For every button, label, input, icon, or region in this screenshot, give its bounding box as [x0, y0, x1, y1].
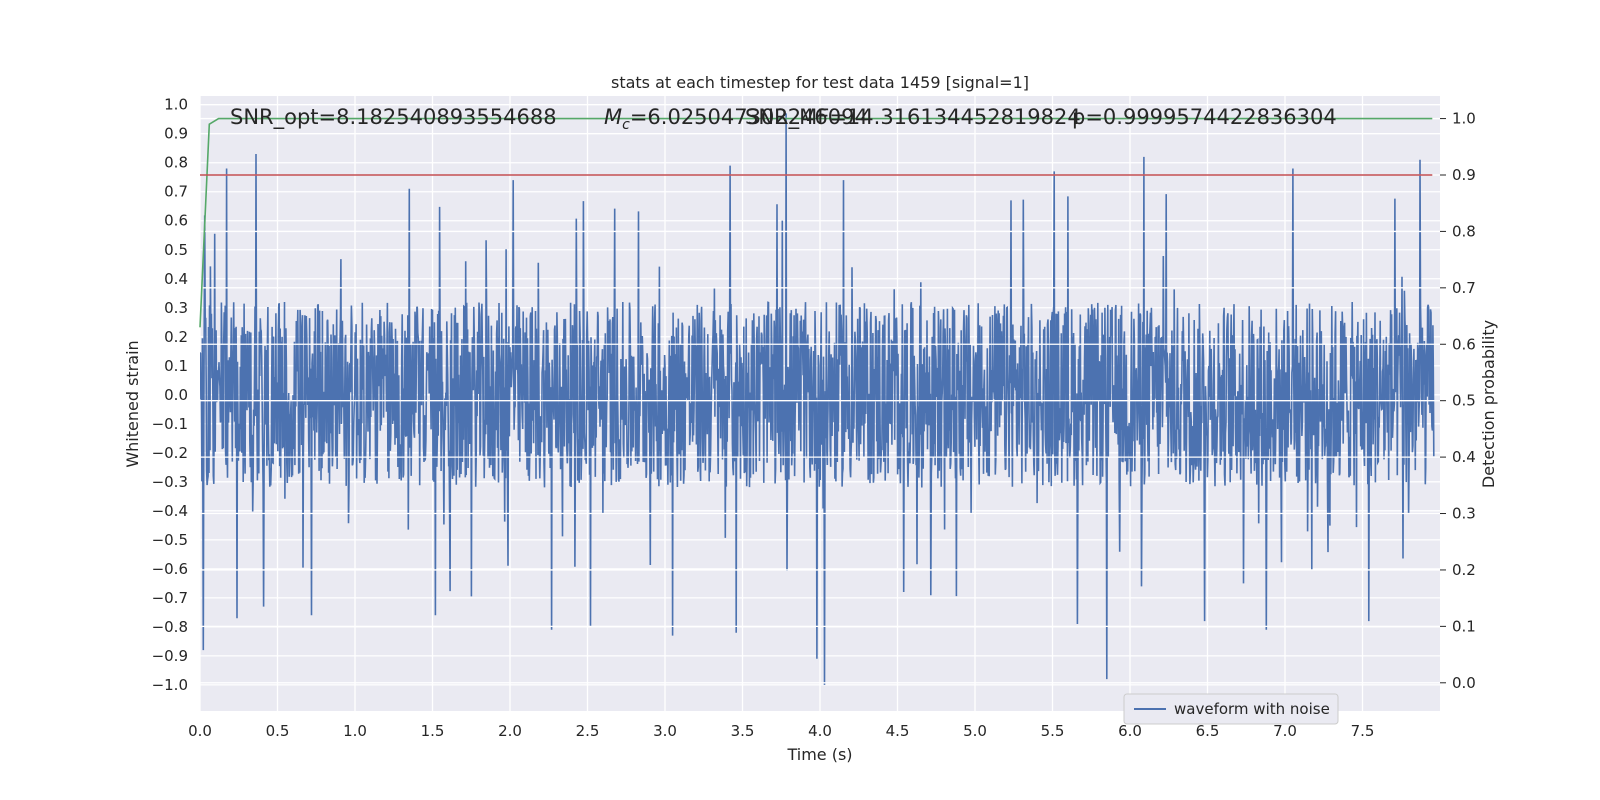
y2-tick-label: 0.0 — [1452, 674, 1476, 692]
x-tick-label: 6.0 — [1118, 722, 1142, 740]
annotation-chirp-mass: Mc=6.025047302246094 — [604, 105, 868, 133]
y-tick-label: 0.0 — [164, 386, 188, 404]
y-tick-label: −1.0 — [152, 676, 188, 694]
x-tick-label: 4.5 — [886, 722, 910, 740]
y2-tick-label: 0.6 — [1452, 335, 1476, 353]
y-tick-label: −0.8 — [152, 618, 188, 636]
x-tick-label: 5.5 — [1041, 722, 1065, 740]
y-tick-label: 0.8 — [164, 154, 188, 172]
chirp-mass-symbol: M — [604, 105, 622, 129]
y-tick-label: −0.1 — [152, 415, 188, 433]
y2-tick-label: 0.4 — [1452, 448, 1476, 466]
data-layer — [200, 113, 1435, 685]
y-axis-label: Whitened strain — [123, 340, 142, 467]
y-tick-label: −0.4 — [152, 502, 188, 520]
x-tick-label: 7.0 — [1273, 722, 1297, 740]
x-tick-label: 6.5 — [1196, 722, 1220, 740]
y2-tick-label: 0.8 — [1452, 222, 1476, 240]
x-tick-label: 7.5 — [1351, 722, 1375, 740]
y-tick-label: 0.1 — [164, 357, 188, 375]
y2-tick-label: 0.3 — [1452, 505, 1476, 523]
x-tick-label: 0.5 — [266, 722, 290, 740]
y2-tick-label: 0.9 — [1452, 166, 1476, 184]
y2-tick-label: 0.7 — [1452, 279, 1476, 297]
y-tick-label: −0.3 — [152, 473, 188, 491]
y2-axis-label: Detection probability — [1479, 320, 1498, 488]
x-tick-label: 3.0 — [653, 722, 677, 740]
y2-tick-label: 0.1 — [1452, 617, 1476, 635]
annotation-p-value: p=0.9999574422836304 — [1072, 105, 1337, 129]
x-tick-label: 0.0 — [188, 722, 212, 740]
y-tick-label: −0.9 — [152, 647, 188, 665]
legend-box — [1123, 693, 1339, 725]
probability-layer — [199, 117, 1433, 328]
ticks: 0.0 0.5 1.0 1.5 2.0 2.5 3.0 3.5 4.0 4.5 5.0 5.5 6.0 6… — [152, 96, 1476, 740]
y-tick-label: −0.7 — [152, 589, 188, 607]
series-line-waveform — [200, 113, 1435, 685]
y-tick-label: 0.2 — [164, 328, 188, 346]
x-tick-label: 4.0 — [808, 722, 832, 740]
y2-tick-label: 1.0 — [1452, 110, 1476, 128]
x-tick-label: 2.0 — [498, 722, 522, 740]
x-tick-label: 2.5 — [576, 722, 600, 740]
chart-title: stats at each timestep for test data 145… — [611, 73, 1029, 92]
series-line-probability — [199, 117, 1433, 328]
y-tick-label: 0.9 — [164, 125, 188, 143]
y-tick-label: 0.7 — [164, 183, 188, 201]
annotation-snr-opt: SNR_opt=8.182540893554688 — [230, 105, 557, 130]
y-tick-label: −0.5 — [152, 531, 188, 549]
y2-tick-label: 0.2 — [1452, 561, 1476, 579]
y-tick-label: 1.0 — [164, 96, 188, 114]
x-tick-label: 5.0 — [963, 722, 987, 740]
legend-label-waveform: waveform with noise — [1174, 700, 1330, 718]
legend: waveform with noise — [1123, 693, 1339, 725]
x-tick-label: 3.5 — [731, 722, 755, 740]
y-tick-label: 0.6 — [164, 212, 188, 230]
y-tick-label: −0.2 — [152, 444, 188, 462]
y-tick-label: 0.3 — [164, 299, 188, 317]
x-tick-label: 1.5 — [421, 722, 445, 740]
y-tick-label: −0.6 — [152, 560, 188, 578]
y-tick-label: 0.5 — [164, 241, 188, 259]
y2-tick-label: 0.5 — [1452, 392, 1476, 410]
annotation-snr-mf: SNR_MF=14.316134452819824 — [745, 105, 1081, 130]
chirp-mass-value: =6.025047302246094 — [630, 105, 868, 129]
x-tick-label: 1.0 — [343, 722, 367, 740]
y-tick-label: 0.4 — [164, 270, 188, 288]
chirp-mass-subscript: c — [622, 117, 630, 133]
x-axis-label: Time (s) — [786, 745, 852, 764]
